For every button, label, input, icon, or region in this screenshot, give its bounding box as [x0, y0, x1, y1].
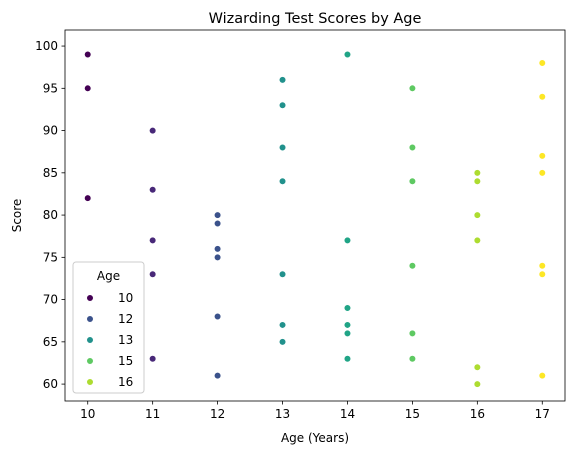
data-point — [343, 304, 352, 312]
legend-marker — [86, 357, 94, 365]
data-point — [538, 169, 546, 177]
data-point — [84, 84, 92, 92]
data-point — [149, 126, 157, 135]
x-tick-label: 14 — [340, 407, 355, 421]
plot-frame — [64, 29, 566, 402]
data-point — [213, 372, 222, 380]
data-point — [473, 236, 481, 245]
data-point — [343, 321, 352, 329]
x-tick-label: 16 — [470, 407, 485, 421]
data-point — [213, 211, 222, 219]
x-tick-label: 15 — [405, 407, 420, 421]
data-point — [538, 93, 546, 101]
x-tick-label: 10 — [80, 407, 95, 421]
y-axis-ticks: 60 65 70 75 80 85 90 95 100 — [35, 39, 65, 391]
y-tick-label: 75 — [43, 250, 58, 264]
legend-marker — [86, 378, 94, 386]
data-point — [538, 59, 546, 67]
y-tick-label: 70 — [43, 293, 58, 307]
data-point — [343, 355, 352, 363]
data-point — [408, 355, 417, 363]
legend-label: 16 — [118, 375, 133, 389]
y-tick-label: 65 — [43, 335, 58, 349]
data-point — [473, 211, 481, 219]
legend-title: Age — [97, 269, 120, 283]
y-tick-label: 100 — [35, 39, 58, 53]
data-point — [473, 177, 481, 185]
data-point — [538, 152, 546, 160]
legend-label: 10 — [118, 291, 133, 305]
data-point — [408, 143, 417, 152]
data-point — [538, 372, 546, 380]
x-axis-label: Age (Years) — [281, 431, 349, 445]
y-tick-label: 90 — [43, 124, 58, 138]
data-point — [213, 219, 222, 228]
data-point — [408, 84, 417, 92]
legend-label: 13 — [118, 333, 133, 347]
data-point — [278, 338, 287, 346]
data-point — [408, 262, 417, 270]
legend-label: 12 — [118, 312, 133, 326]
data-point — [278, 101, 287, 109]
plot-background — [65, 30, 565, 401]
data-point — [538, 270, 546, 278]
data-point — [343, 236, 352, 245]
data-point — [473, 363, 481, 371]
x-tick-label: 11 — [145, 407, 160, 421]
data-point — [213, 312, 222, 321]
data-point — [278, 76, 287, 84]
legend-entries: 10 12 13 15 16 — [86, 291, 133, 389]
data-point — [538, 262, 546, 270]
data-point — [149, 355, 157, 363]
data-point — [343, 50, 352, 59]
x-tick-label: 17 — [535, 407, 550, 421]
legend-marker — [86, 336, 94, 344]
data-point — [84, 50, 92, 59]
chart-title: Wizarding Test Scores by Age — [209, 11, 422, 27]
y-tick-label: 80 — [43, 208, 58, 222]
y-tick-label: 85 — [43, 166, 58, 180]
data-point — [213, 253, 222, 261]
legend-marker — [86, 315, 94, 323]
legend-label: 15 — [118, 354, 133, 368]
data-point — [213, 245, 222, 253]
y-tick-label: 60 — [43, 377, 58, 391]
data-point — [343, 329, 352, 337]
plot-area: 10 11 12 13 14 15 16 17 60 65 70 75 80 85 90 95 100 — [35, 29, 566, 421]
data-point — [278, 143, 287, 152]
data-point — [84, 194, 92, 202]
data-point — [408, 329, 417, 337]
data-point — [408, 177, 417, 185]
data-point — [149, 236, 157, 245]
legend-marker — [86, 294, 94, 302]
y-axis-label: Score — [10, 199, 24, 233]
data-point — [473, 380, 481, 388]
data-point — [149, 186, 157, 194]
x-tick-label: 13 — [275, 407, 290, 421]
legend: Age 10 12 13 15 16 — [72, 261, 145, 394]
data-point — [278, 321, 287, 329]
x-axis-ticks: 10 11 12 13 14 15 16 17 — [80, 401, 550, 421]
data-point — [278, 177, 287, 185]
x-tick-label: 12 — [210, 407, 225, 421]
data-point — [473, 169, 481, 177]
y-tick-label: 95 — [43, 81, 58, 95]
data-points — [84, 50, 546, 388]
data-point — [278, 270, 287, 278]
data-point — [149, 270, 157, 278]
